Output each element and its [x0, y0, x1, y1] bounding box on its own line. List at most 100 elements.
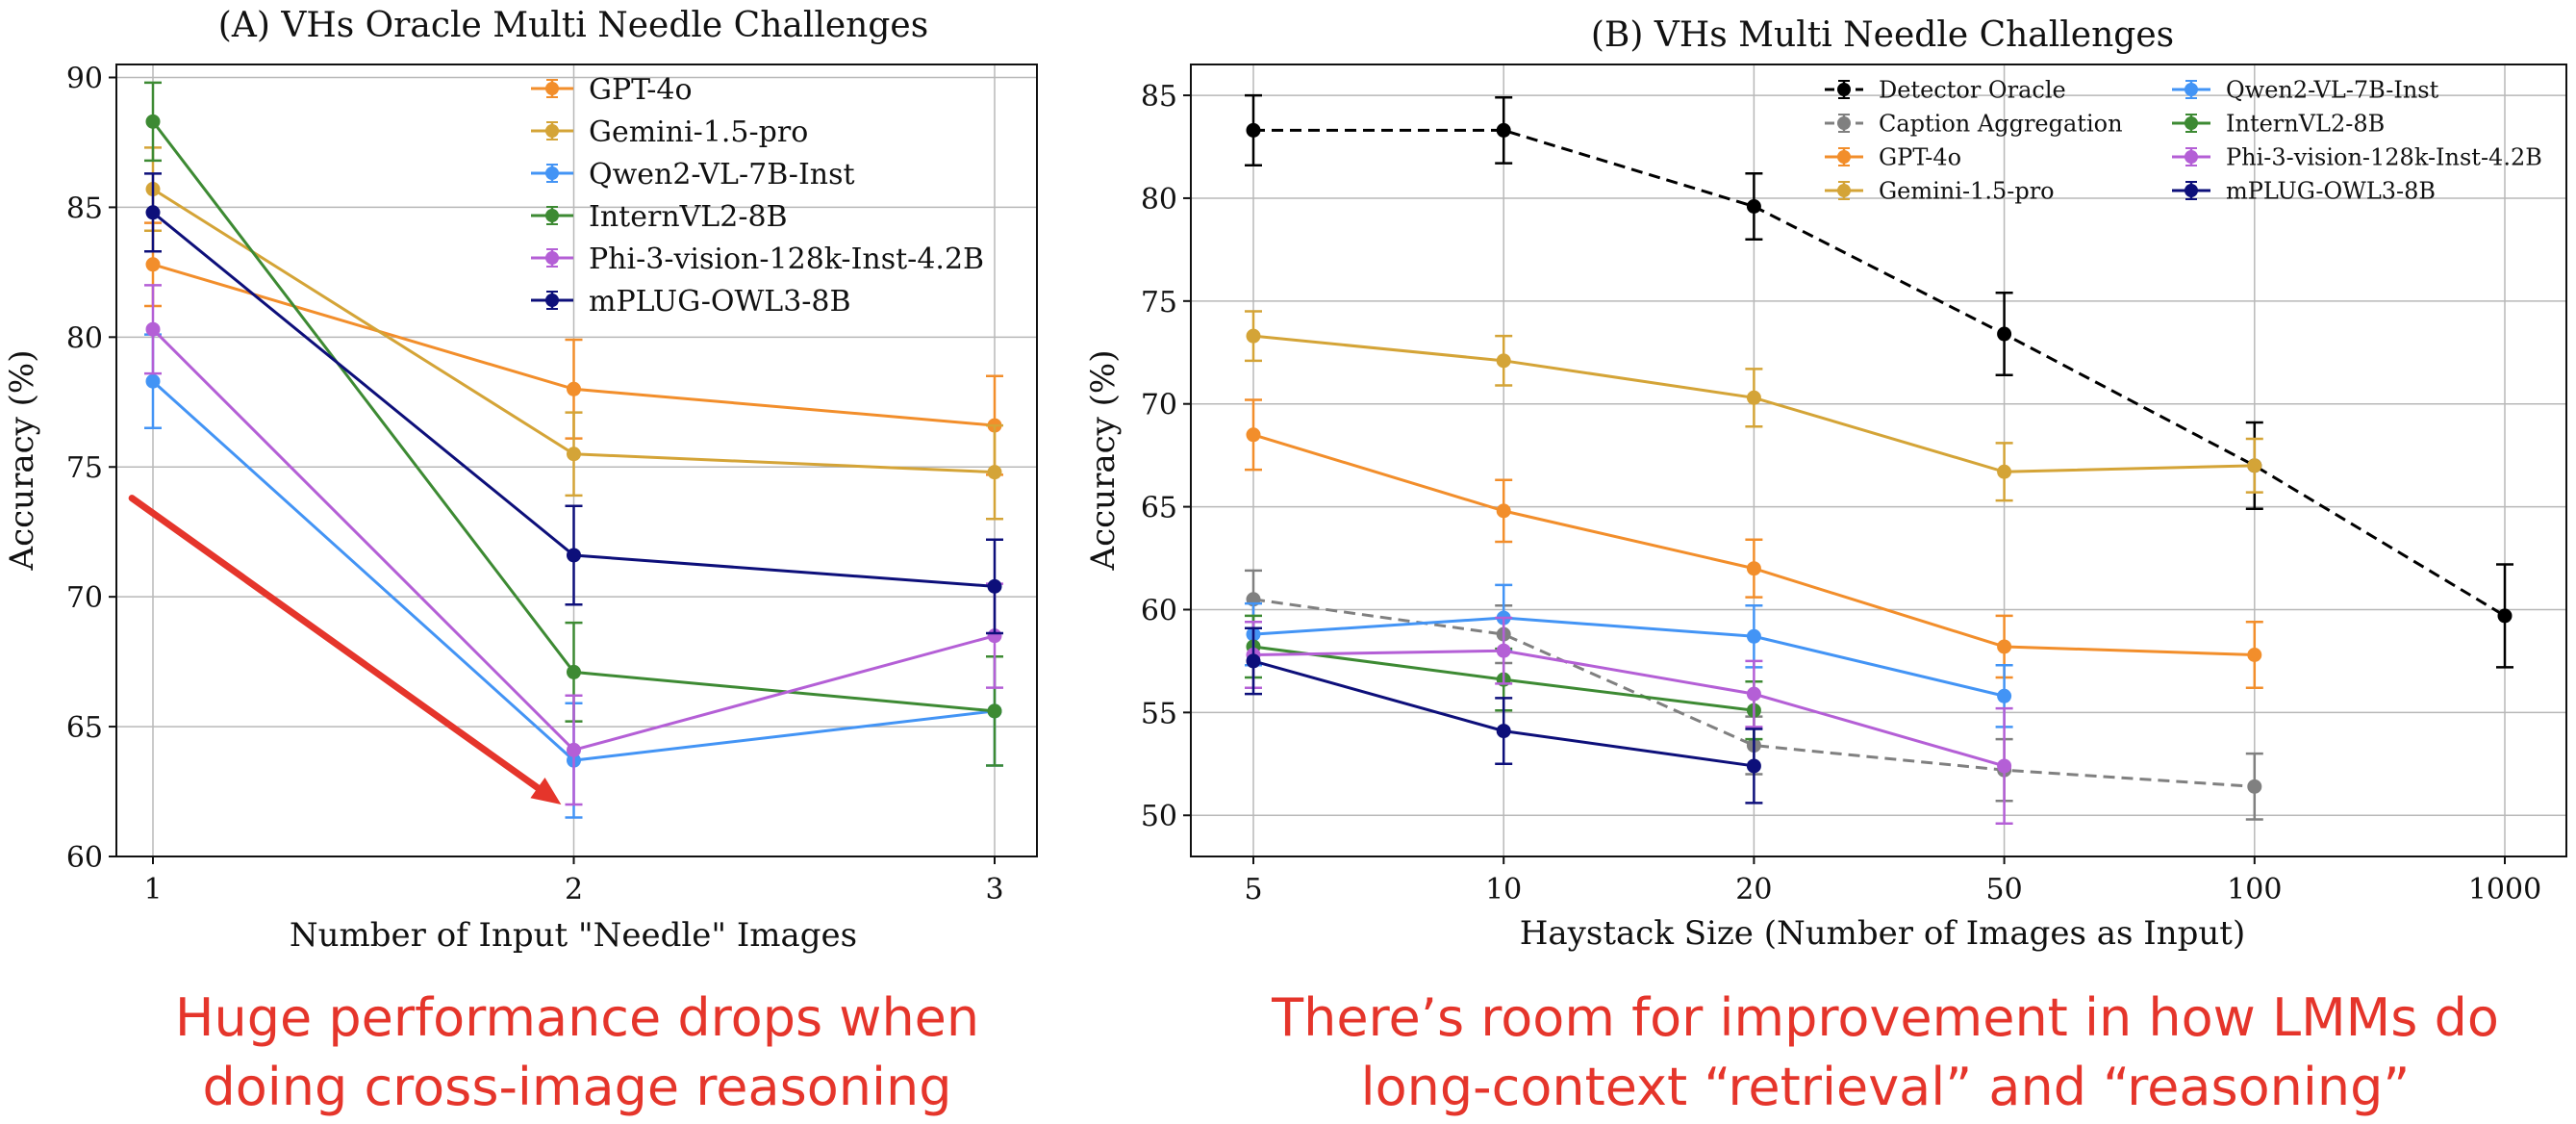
- x-tick-label: 1: [143, 873, 162, 907]
- arrow-head: [530, 778, 562, 805]
- legend-marker: [545, 82, 559, 95]
- series-mplug-owl3-8b: [1245, 626, 1763, 805]
- legend-entry: Gemini-1.5-pro: [531, 115, 808, 149]
- data-point: [1997, 464, 2012, 479]
- legend-label: Phi-3-vision-128k-Inst-4.2B: [2226, 144, 2542, 171]
- y-tick-label: 80: [66, 321, 103, 355]
- plot-frame: [1190, 64, 2567, 857]
- legend-entry: InternVL2-8B: [2172, 111, 2385, 138]
- data-point: [1997, 758, 2012, 774]
- data-point: [1746, 561, 1761, 576]
- legend-label: mPLUG-OWL3-8B: [589, 285, 851, 319]
- legend-entry: Phi-3-vision-128k-Inst-4.2B: [2172, 144, 2542, 171]
- tick-labels: 60 65 70 75 80 85 90 1 2 3: [66, 62, 1004, 907]
- panel-b: (B) VHs Multi Needle Challenges 50 55 60 65…: [1084, 15, 2567, 953]
- y-tick-label: 65: [66, 711, 103, 745]
- y-axis-label: Accuracy (%): [3, 350, 41, 572]
- legend-label: InternVL2-8B: [2226, 111, 2385, 138]
- data-point: [1246, 427, 1261, 443]
- legend-marker: [1837, 150, 1851, 164]
- caption-left-line-2: doing cross-image reasoning: [202, 1057, 952, 1117]
- legend-entry: GPT-4o: [531, 73, 693, 107]
- legend-marker: [545, 251, 559, 265]
- data-point: [1496, 724, 1511, 739]
- x-axis-label: Number of Input "Needle" Images: [290, 916, 857, 955]
- series-line: [1252, 649, 2006, 768]
- legend-marker: [545, 166, 559, 180]
- legend-marker: [1837, 184, 1851, 197]
- legend-label: mPLUG-OWL3-8B: [2226, 178, 2436, 205]
- legend-label: Phi-3-vision-128k-Inst-4.2B: [589, 243, 984, 276]
- legend-label: Gemini-1.5-pro: [1879, 178, 2055, 205]
- legend: GPT-4o Gemini-1.5-pro Qwen2-VL-7B-Inst Inte…: [531, 73, 984, 319]
- legend-label: Qwen2-VL-7B-Inst: [589, 158, 855, 192]
- y-tick-label: 75: [1141, 286, 1177, 319]
- series-phi-3-vision-128k-inst-4-2b: [1245, 616, 2013, 826]
- y-tick-label: 55: [1141, 697, 1177, 730]
- legend-entry: Caption Aggregation: [1825, 111, 2123, 138]
- legend-entry: Qwen2-VL-7B-Inst: [2172, 77, 2439, 104]
- data-point: [1746, 198, 1761, 214]
- legend-marker: [545, 294, 559, 307]
- data-point: [1246, 328, 1261, 344]
- data-point: [1746, 628, 1761, 644]
- data-point: [567, 664, 581, 679]
- tick-labels: 50 55 60 65 70 75 80 85 5 10 20 50 100 1000: [1141, 80, 2541, 907]
- legend-marker: [1837, 116, 1851, 130]
- y-tick-label: 65: [1141, 492, 1177, 525]
- legend-marker: [545, 209, 559, 222]
- legend-entry: Detector Oracle: [1825, 77, 2066, 104]
- data-point: [1496, 503, 1511, 519]
- y-tick-label: 50: [1141, 800, 1177, 833]
- plot-frame: [115, 64, 1038, 857]
- data-point: [1746, 758, 1761, 774]
- data-point: [2497, 608, 2513, 624]
- legend-entry: Phi-3-vision-128k-Inst-4.2B: [531, 243, 984, 276]
- caption-left-line-1: Huge performance drops when: [174, 987, 980, 1048]
- x-tick-label: 10: [1485, 873, 1522, 907]
- x-tick-label: 2: [565, 873, 583, 907]
- y-tick-label: 90: [66, 62, 103, 95]
- x-tick-label: 50: [1986, 873, 2023, 907]
- legend-label: GPT-4o: [589, 73, 693, 107]
- legend-label: GPT-4o: [1879, 144, 1961, 171]
- chart-title: (A) VHs Oracle Multi Needle Challenges: [218, 6, 928, 45]
- series-gemini-1-5-pro: [1245, 310, 2263, 502]
- data-point: [1246, 122, 1261, 138]
- legend-label: Detector Oracle: [1879, 77, 2066, 104]
- series-qwen2-vl-7b-inst: [1245, 583, 2013, 728]
- data-point: [1496, 122, 1511, 138]
- series-mplug-owl3-8b: [144, 172, 1003, 635]
- x-tick-label: 5: [1244, 873, 1262, 907]
- series-lines: [1245, 93, 2513, 826]
- data-point: [567, 742, 581, 757]
- legend-entry: InternVL2-8B: [531, 200, 788, 234]
- data-point: [567, 548, 581, 563]
- caption-right-line-1: There’s room for improvement in how LMMs…: [1272, 987, 2499, 1048]
- y-tick-label: 60: [66, 841, 103, 875]
- series-line: [1253, 128, 2506, 618]
- y-axis-label: Accuracy (%): [1084, 350, 1123, 572]
- legend-label: Qwen2-VL-7B-Inst: [2226, 77, 2439, 104]
- data-point: [145, 205, 161, 220]
- x-tick-label: 3: [985, 873, 1003, 907]
- y-tick-label: 85: [66, 192, 103, 225]
- legend-marker: [1837, 83, 1851, 96]
- data-point: [1997, 688, 2012, 703]
- panel-a: (A) VHs Oracle Multi Needle Challenges 6…: [3, 6, 1038, 955]
- series-lines: [144, 81, 1003, 819]
- arrow-shaft: [128, 495, 542, 792]
- annotation-arrow: [128, 495, 562, 805]
- legend-label: Gemini-1.5-pro: [589, 115, 808, 149]
- y-tick-label: 70: [66, 581, 103, 615]
- y-tick-label: 60: [1141, 594, 1177, 627]
- data-point: [2247, 779, 2262, 794]
- legend-entry: mPLUG-OWL3-8B: [2172, 178, 2436, 205]
- x-tick-label: 100: [2227, 873, 2282, 907]
- data-point: [1997, 326, 2012, 342]
- y-tick-label: 75: [66, 451, 103, 485]
- caption-left: Huge performance drops when doing cross-…: [38, 984, 1116, 1122]
- legend: Detector Oracle Caption Aggregation GPT-4o…: [1825, 77, 2542, 205]
- data-point: [987, 578, 1002, 594]
- data-point: [1746, 390, 1761, 405]
